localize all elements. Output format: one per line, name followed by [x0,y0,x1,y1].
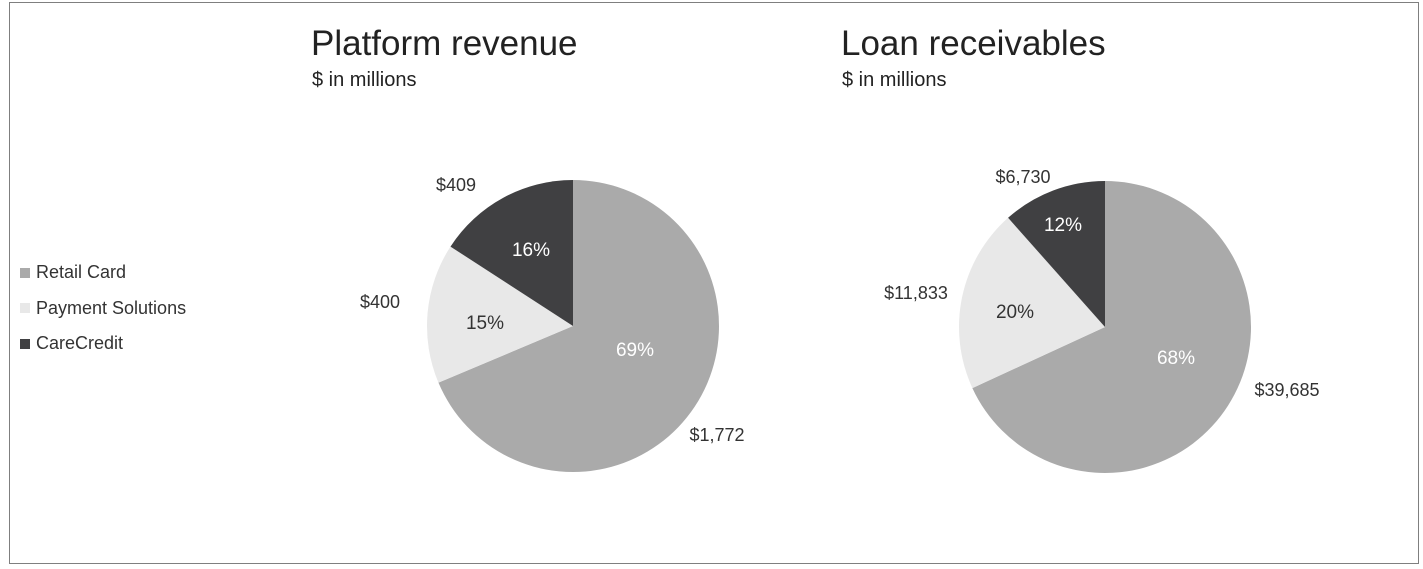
percent-label-platform-revenue-carecredit: 16% [512,240,550,261]
legend-item-payment-solutions: Payment Solutions [20,291,186,327]
percent-label-loan-receivables-carecredit: 12% [1044,215,1082,236]
chart-subtitle-loan-receivables: $ in millions [842,69,947,91]
pie-slice-platform-revenue-retail-card [438,180,720,472]
pie-slice-platform-revenue-payment-solutions [426,246,573,383]
legend-item-carecredit: CareCredit [20,326,186,362]
figure-frame [9,2,1419,564]
pie-slice-loan-receivables-carecredit [1008,181,1105,327]
legend-label-carecredit: CareCredit [36,333,124,354]
value-label-platform-revenue-retail-card: $1,772 [689,425,744,445]
percent-label-platform-revenue-payment-solutions: 15% [466,313,504,334]
legend-label-retail-card: Retail Card [36,262,127,283]
legend: Retail Card Payment Solutions CareCredit [20,255,186,362]
percent-label-platform-revenue-retail-card: 69% [616,340,654,361]
chart-title-platform-revenue: Platform revenue [311,24,578,63]
chart-subtitle-platform-revenue: $ in millions [312,69,417,91]
pie-slice-platform-revenue-carecredit [450,180,573,326]
chart-title-loan-receivables: Loan receivables [841,24,1106,63]
percent-label-loan-receivables-retail-card: 68% [1157,348,1195,369]
value-label-loan-receivables-retail-card: $39,685 [1254,380,1319,400]
legend-swatch-carecredit [20,338,30,349]
legend-swatch-retail-card [20,267,30,278]
legend-item-retail-card: Retail Card [20,255,186,291]
legend-swatch-payment-solutions [20,303,30,314]
value-label-platform-revenue-payment-solutions: $400 [360,292,400,312]
percent-label-loan-receivables-payment-solutions: 20% [996,302,1034,323]
legend-label-payment-solutions: Payment Solutions [36,297,187,318]
value-label-loan-receivables-carecredit: $6,730 [995,167,1050,187]
pie-slice-loan-receivables-payment-solutions [958,217,1105,389]
pie-slice-loan-receivables-retail-card [972,181,1251,474]
value-label-platform-revenue-carecredit: $409 [436,175,476,195]
value-label-loan-receivables-payment-solutions: $11,833 [884,283,948,303]
